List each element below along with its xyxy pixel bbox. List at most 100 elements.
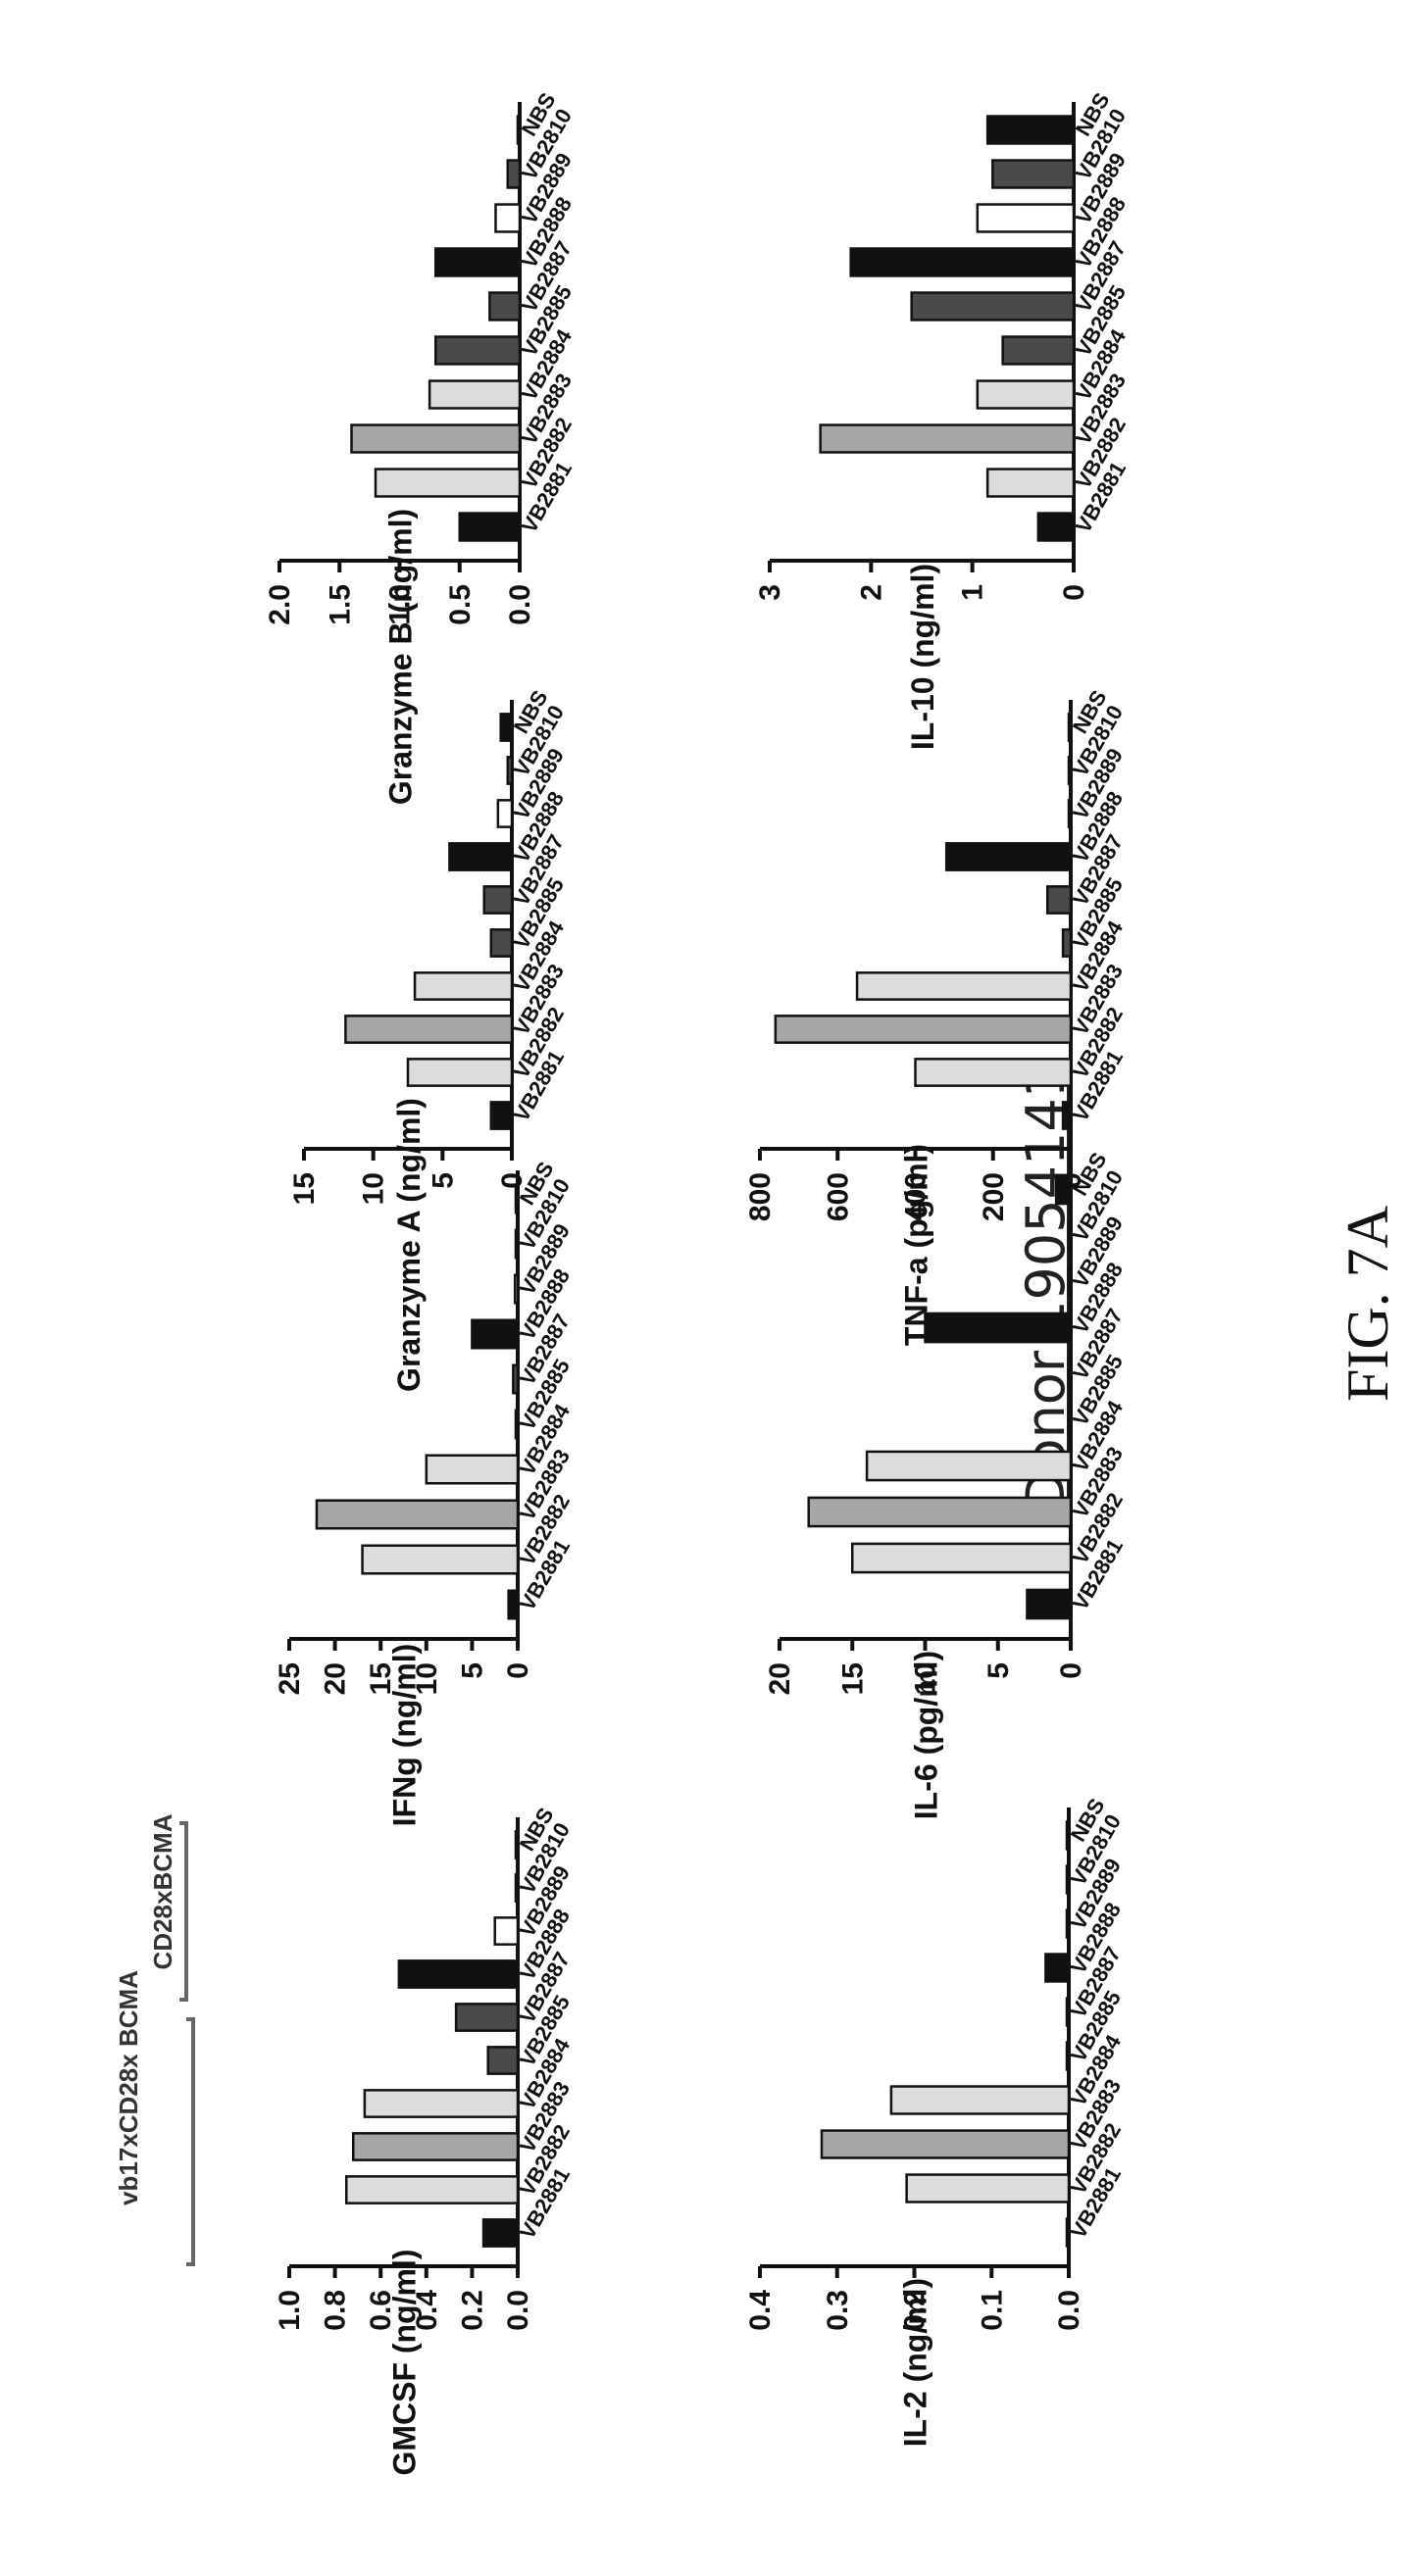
gmcsf-bar-vb2810: [514, 1873, 520, 1903]
il10-bar-vb2885: [1001, 335, 1076, 366]
ifng-ytick-label: 10: [411, 1662, 443, 1695]
granzymeb-bar-vb2810: [506, 159, 522, 189]
tnfa-ytick-label: 0: [1055, 1172, 1087, 1189]
granzymea-ytick-label: 5: [427, 1172, 459, 1189]
granzymeb-bar-vb2881: [458, 512, 522, 542]
granzymea-bar-nbs: [499, 713, 514, 742]
il6-ytick-label: 15: [836, 1662, 869, 1695]
il2-ytick-label: 0.3: [822, 2290, 854, 2331]
granzymeb-bar-vb2883: [350, 423, 522, 454]
ifng-bar-vb2888: [471, 1318, 520, 1350]
il2-bar-vb2882: [905, 2173, 1071, 2204]
gmcsf-ytick-label: 0.8: [320, 2290, 352, 2331]
granzymea-bar-vb2882: [406, 1058, 514, 1087]
tnfa-ytick-label: 600: [822, 1172, 854, 1221]
gmcsf-ytick-label: 1.0: [274, 2290, 306, 2331]
tnfa-ytick-label: 800: [744, 1172, 777, 1221]
granzymeb-bar-vb2888: [434, 247, 522, 277]
il10-bar-vb2881: [1036, 512, 1076, 542]
granzymeb-bar-vb2885: [434, 335, 522, 366]
gmcsf-ytick-label: 0.6: [365, 2290, 397, 2331]
il6-bar-vb2881: [1026, 1588, 1073, 1620]
il2-bar-vb2885: [1065, 2041, 1071, 2071]
il2-bar-vb2881: [1065, 2217, 1071, 2248]
legend: vb17xCD28x BCMA CD28xBCMA: [114, 1813, 195, 2266]
ifng-bar-nbs: [514, 1183, 520, 1214]
il6-bar-vb2810: [1067, 1219, 1073, 1252]
granzymeb-ytick-label: 1.5: [324, 584, 356, 625]
granzymeb-bar-vb2887: [488, 291, 522, 322]
granzymeb-ytick-label: 1.0: [384, 584, 417, 625]
il2-ylabel: IL-2 (ng/ml): [898, 2278, 933, 2447]
gmcsf-ytick-label: 0.2: [456, 2290, 488, 2331]
ifng-ytick-label: 5: [456, 1662, 488, 1679]
il10-chart: 3 2 1 0IL-10 (ng/ml)VB2881VB2882VB2883VB288…: [754, 88, 1131, 750]
ifng-bar-vb2887: [512, 1363, 520, 1395]
granzymea-bar-vb2881: [489, 1101, 514, 1130]
granzymea-bar-vb2887: [482, 885, 514, 915]
tnfa-bar-nbs: [1067, 713, 1073, 742]
tnfa-bar-vb2887: [1045, 885, 1073, 915]
il10-bar-vb2889: [976, 203, 1076, 233]
ifng-bar-vb2889: [513, 1273, 520, 1305]
ifng-bar-vb2810: [514, 1228, 520, 1260]
ifng-bar-vb2883: [315, 1499, 520, 1530]
il6-bar-vb2882: [851, 1542, 1073, 1574]
figure-label: FIG. 7A: [1335, 1206, 1400, 1402]
granzymea-ytick-label: 15: [288, 1172, 321, 1205]
gmcsf-bar-vb2885: [486, 2046, 520, 2075]
legend-label-2: CD28xBCMA: [148, 1813, 177, 1969]
granzymeb-ylabel: Granzyme B (ng/ml): [383, 509, 419, 805]
tnfa-bar-vb2882: [914, 1058, 1073, 1087]
figure-title: Donor 19054141: [1015, 1065, 1077, 1511]
tnfa-bar-vb2885: [1061, 928, 1073, 958]
gmcsf-ytick-label: 0.0: [502, 2290, 534, 2331]
tnfa-ytick-label: 400: [900, 1172, 932, 1221]
il6-bar-vb2884: [865, 1450, 1073, 1482]
legend-bracket-1: [179, 1821, 188, 2002]
gmcsf-ylabel: GMCSF (ng/ml): [387, 2249, 423, 2475]
il2-ytick-label: 0.1: [976, 2290, 1008, 2331]
granzymeb-bar-nbs: [516, 115, 522, 145]
il10-ytick-label: 3: [754, 584, 786, 601]
il10-bar-vb2888: [849, 247, 1076, 277]
il2-bar-vb2889: [1065, 1908, 1071, 1939]
ifng-ylabel: IFNg (ng/ml): [387, 1644, 423, 1827]
il10-bar-vb2883: [819, 423, 1076, 454]
ifng-bar-vb2885: [514, 1409, 520, 1440]
il10-bar-vb2887: [910, 291, 1076, 322]
granzymeb-bar-vb2884: [428, 379, 522, 410]
tnfa-ylabel: TNF-a (pg/ml): [899, 1144, 934, 1346]
granzymea-bar-vb2885: [489, 928, 514, 958]
ifng-ytick-label: 25: [274, 1662, 306, 1695]
il10-bar-vb2882: [985, 468, 1076, 498]
il10-ytick-label: 1: [957, 584, 989, 601]
granzymeb-bar-vb2889: [494, 203, 522, 233]
il6-bar-vb2887: [1067, 1358, 1073, 1390]
il10-bar-nbs: [985, 115, 1076, 145]
granzymea-bar-vb2810: [506, 756, 514, 785]
il2-ytick-label: 0.0: [1053, 2290, 1085, 2331]
granzymea-ylabel: Granzyme A (ng/ml): [391, 1098, 427, 1392]
il2-ytick-label: 0.2: [899, 2290, 932, 2331]
il10-ytick-label: 2: [855, 584, 887, 601]
granzymea-bar-vb2883: [344, 1015, 514, 1044]
gmcsf-bar-vb2884: [363, 2089, 520, 2118]
gmcsf-bar-vb2889: [493, 1916, 520, 1946]
tnfa-bar-vb2884: [855, 971, 1073, 1001]
ifng-bar-vb2882: [361, 1544, 520, 1575]
il2-chart: 0.4 0.3 0.2 0.1 0.0IL-2 (ng/ml)VB2881VB2882V…: [744, 1794, 1126, 2447]
tnfa-bar-vb2883: [774, 1015, 1073, 1044]
legend-label-1: vb17xCD28x BCMA: [114, 1970, 143, 2205]
il2-bar-vb2883: [820, 2129, 1071, 2159]
il2-ytick-label: 0.4: [744, 2290, 777, 2331]
granzymeb-ytick-label: 2.0: [264, 584, 296, 625]
il2-bar-vb2887: [1065, 1997, 1071, 2027]
tnfa-bar-vb2889: [1067, 799, 1073, 828]
granzymeb-bar-vb2882: [374, 468, 522, 498]
legend-bracket-2: [186, 2017, 195, 2266]
gmcsf-bar-vb2888: [397, 1959, 520, 1989]
gmcsf-ytick-label: 0.4: [411, 2290, 443, 2331]
